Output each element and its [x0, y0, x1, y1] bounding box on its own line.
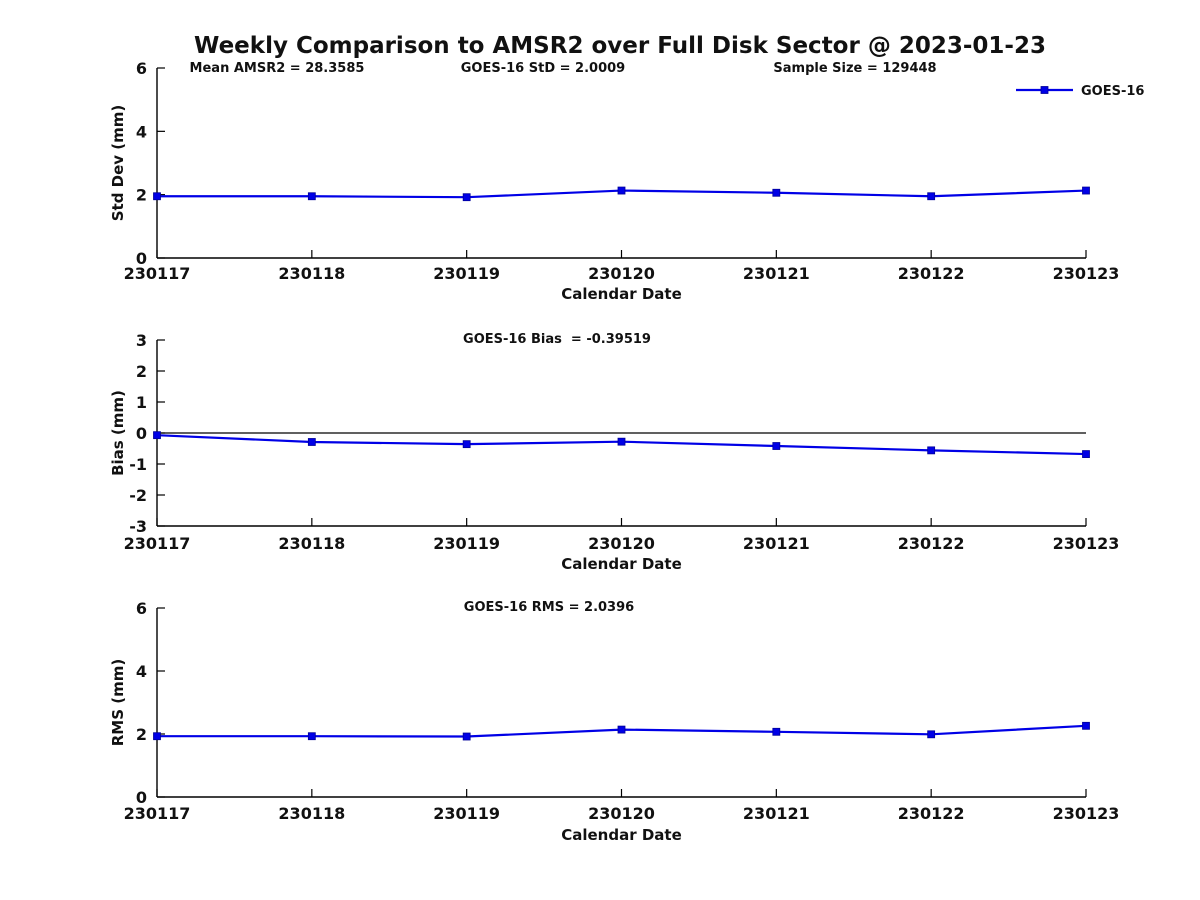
stat-annotation: Sample Size = 129448 — [773, 61, 936, 76]
x-axis-label: Calendar Date — [561, 285, 682, 303]
data-marker — [772, 188, 781, 197]
x-tick-label: 230121 — [743, 534, 810, 553]
x-tick-label: 230121 — [743, 804, 810, 823]
x-tick-label: 230123 — [1053, 534, 1120, 553]
x-tick-label: 230121 — [743, 264, 810, 283]
data-marker — [307, 192, 316, 201]
x-tick-label: 230117 — [124, 534, 191, 553]
y-tick-label: 2 — [136, 362, 147, 381]
data-marker — [153, 431, 161, 440]
x-tick-label: 230117 — [124, 264, 191, 283]
x-tick-label: 230119 — [433, 804, 500, 823]
x-tick-label: 230123 — [1053, 264, 1120, 283]
data-marker — [153, 732, 161, 741]
y-tick-label: 2 — [136, 725, 147, 744]
x-tick-label: 230122 — [898, 804, 965, 823]
x-tick-label: 230123 — [1053, 804, 1120, 823]
x-tick-label: 230120 — [588, 804, 655, 823]
y-tick-label: 6 — [136, 599, 147, 618]
subplot-bias: -3 -2 -1 0 1 2 3 230117 230118 230119 230120 230121… — [109, 331, 1119, 573]
data-marker — [307, 732, 316, 741]
y-tick-label: -2 — [129, 486, 147, 505]
stat-annotation: Mean AMSR2 = 28.3585 — [190, 61, 365, 76]
data-marker — [307, 438, 316, 446]
data-marker — [153, 192, 161, 201]
data-marker — [617, 186, 626, 195]
stat-annotation: GOES-16 StD = 2.0009 — [461, 61, 625, 76]
y-axis-label: Std Dev (mm) — [109, 105, 127, 222]
stat-annotation: GOES-16 Bias = -0.39519 — [463, 332, 651, 347]
data-marker — [617, 725, 626, 734]
x-tick-label: 230118 — [278, 534, 345, 553]
x-tick-label: 230120 — [588, 534, 655, 553]
y-tick-label: 0 — [136, 424, 147, 443]
stat-annotation: GOES-16 RMS = 2.0396 — [464, 600, 634, 615]
y-axis-label: Bias (mm) — [109, 390, 127, 476]
y-tick-label: -1 — [129, 455, 147, 474]
y-tick-label: 0 — [136, 249, 147, 268]
figure-title: Weekly Comparison to AMSR2 over Full Dis… — [194, 33, 1046, 59]
y-tick-label: -3 — [129, 517, 147, 536]
x-tick-label: 230118 — [278, 804, 345, 823]
data-marker — [617, 437, 626, 446]
y-tick-label: 4 — [136, 122, 147, 141]
x-tick-label: 230119 — [433, 534, 500, 553]
legend-label: GOES-16 — [1081, 84, 1144, 99]
data-marker — [1082, 721, 1090, 730]
data-marker — [462, 732, 471, 741]
x-tick-label: 230119 — [433, 264, 500, 283]
x-tick-label: 230122 — [898, 264, 965, 283]
x-tick-label: 230118 — [278, 264, 345, 283]
y-tick-label: 2 — [136, 186, 147, 205]
x-axis-label: Calendar Date — [561, 555, 682, 573]
y-axis-label: RMS (mm) — [109, 659, 127, 746]
data-marker — [462, 193, 471, 202]
data-marker — [927, 730, 936, 739]
data-marker — [927, 192, 936, 201]
data-marker — [1082, 450, 1090, 458]
legend-marker-sample — [1040, 86, 1049, 94]
x-tick-label: 230120 — [588, 264, 655, 283]
y-tick-label: 3 — [136, 331, 147, 350]
data-marker — [462, 440, 471, 449]
y-tick-label: 6 — [136, 59, 147, 78]
y-tick-label: 4 — [136, 662, 147, 681]
subplot-rms: 0 2 4 6 230117 230118 230119 230120 230121 230122… — [109, 599, 1119, 844]
data-marker — [772, 442, 781, 450]
y-tick-label: 0 — [136, 788, 147, 807]
x-tick-label: 230117 — [124, 804, 191, 823]
data-marker — [772, 727, 781, 736]
y-tick-label: 1 — [136, 393, 147, 412]
x-axis-label: Calendar Date — [561, 826, 682, 844]
data-marker — [1082, 186, 1090, 195]
data-marker — [927, 446, 936, 455]
x-tick-label: 230122 — [898, 534, 965, 553]
subplot-std-dev: 0 2 4 6 230117 230118 230119 230120 230121 230122… — [109, 59, 1144, 303]
